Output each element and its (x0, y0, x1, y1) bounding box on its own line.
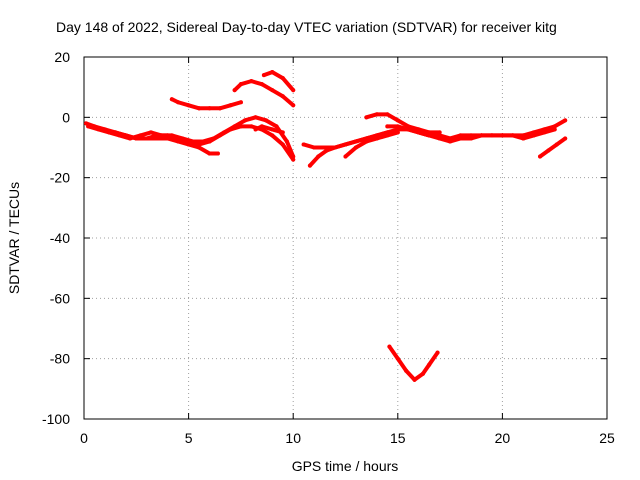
y-tick-label: -80 (50, 351, 70, 367)
series-track-m (416, 127, 557, 144)
data-point (280, 130, 285, 135)
data-segment (270, 133, 285, 147)
data-segment (270, 70, 285, 81)
data-point (291, 103, 296, 108)
data-segment (280, 94, 296, 108)
series-track-k (364, 112, 442, 135)
series-track-b (86, 115, 296, 159)
data-segment (197, 145, 212, 156)
data-segment (395, 118, 411, 129)
data-point (563, 136, 568, 141)
data-segment (284, 139, 296, 159)
x-tick-label: 25 (599, 430, 615, 446)
series-track-e (232, 79, 296, 108)
data-point (291, 157, 296, 162)
data-segment (259, 82, 275, 93)
y-tick-label: 0 (62, 109, 70, 125)
series-track-n (538, 136, 568, 159)
data-point (435, 350, 440, 355)
data-segment (280, 76, 296, 93)
data-segment (259, 127, 275, 138)
data-segment (395, 356, 409, 373)
y-tick-label: -20 (50, 170, 70, 186)
data-segment (270, 88, 285, 99)
data-point (563, 118, 568, 123)
data-segment (307, 154, 321, 168)
data-segment (217, 127, 233, 138)
data-segment (353, 139, 369, 150)
series-track-d (169, 97, 243, 111)
x-tick-label: 5 (185, 430, 193, 446)
data-segment (427, 350, 440, 367)
data-point (437, 130, 442, 135)
grid (84, 57, 607, 419)
data-segment (385, 112, 400, 123)
series-track-f (261, 70, 296, 93)
series-track-o (387, 344, 440, 382)
y-axis-label: SDTVAR / TECUs (6, 182, 22, 294)
x-axis-label: GPS time / hours (292, 458, 399, 474)
data-segment (280, 142, 296, 162)
data-point (395, 130, 400, 135)
data-point (552, 127, 557, 132)
axis-ticks: 0 5 10 15 20 25 -100 -80 -60 -40 -20 0 20 (42, 49, 615, 446)
data-segment (343, 145, 358, 159)
data-point (215, 151, 220, 156)
data-segment (207, 133, 222, 144)
data-segment (264, 118, 279, 129)
y-tick-label: -40 (50, 230, 70, 246)
y-tick-label: -60 (50, 290, 70, 306)
x-tick-label: 10 (285, 430, 301, 446)
series-track-i (307, 130, 390, 168)
y-tick-label: 20 (54, 49, 70, 65)
data-point (291, 88, 296, 93)
chart-title: Day 148 of 2022, Sidereal Day-to-day VTE… (56, 19, 557, 35)
series-track-j (343, 130, 400, 159)
data-segment (404, 368, 417, 382)
data-segment (552, 118, 568, 129)
series-track-g (253, 124, 285, 135)
series-track-c (113, 124, 296, 162)
x-tick-label: 20 (495, 430, 511, 446)
x-tick-label: 15 (390, 430, 406, 446)
data-marks (84, 70, 568, 382)
y-tick-label: -100 (42, 411, 70, 427)
x-tick-label: 0 (80, 430, 88, 446)
data-segment (232, 118, 248, 129)
data-segment (387, 344, 400, 361)
data-point (238, 100, 243, 105)
